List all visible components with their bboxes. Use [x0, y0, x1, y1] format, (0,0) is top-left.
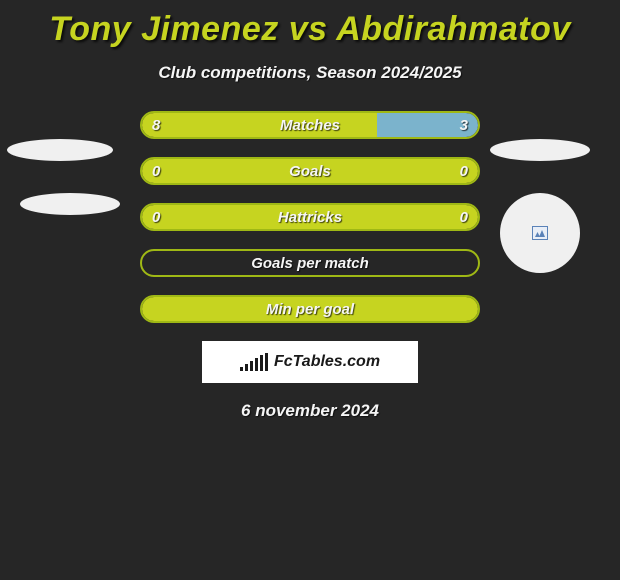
team-logo-circle [500, 193, 580, 273]
stat-value-left: 0 [152, 205, 160, 229]
chart-area: Matches83Goals00Hattricks00Goals per mat… [0, 111, 620, 421]
player-photo-placeholder [7, 139, 113, 161]
stat-value-left: 8 [152, 113, 160, 137]
stat-value-right: 0 [460, 159, 468, 183]
logo-text: FcTables.com [274, 353, 380, 371]
stat-bar: Goals0 0 [140, 157, 480, 185]
comparison-title: Tony Jimenez vs Abdirahmatov [0, 0, 620, 49]
season-subtitle: Club competitions, Season 2024/2025 [0, 63, 620, 83]
stat-label: Matches [142, 113, 478, 137]
image-placeholder-icon [532, 226, 548, 240]
stat-value-right: 0 [460, 205, 468, 229]
player-photo-placeholder [20, 193, 120, 215]
date-label: 6 november 2024 [0, 401, 620, 421]
stat-label: Goals [142, 159, 478, 183]
logo-bars-icon [240, 353, 268, 371]
stat-value-left: 0 [152, 159, 160, 183]
stat-bar: Goals per match [140, 249, 480, 277]
stat-bar: Hattricks0 0 [140, 203, 480, 231]
stat-bar: Min per goal [140, 295, 480, 323]
player-photo-placeholder [490, 139, 590, 161]
stat-label: Goals per match [142, 251, 478, 275]
stat-label: Min per goal [142, 297, 478, 321]
stat-bar: Matches8 3 [140, 111, 480, 139]
stat-bars: Matches83Goals00Hattricks00Goals per mat… [140, 111, 480, 323]
stat-label: Hattricks [142, 205, 478, 229]
stat-value-right: 3 [460, 113, 468, 137]
fctables-logo: FcTables.com [202, 341, 418, 383]
